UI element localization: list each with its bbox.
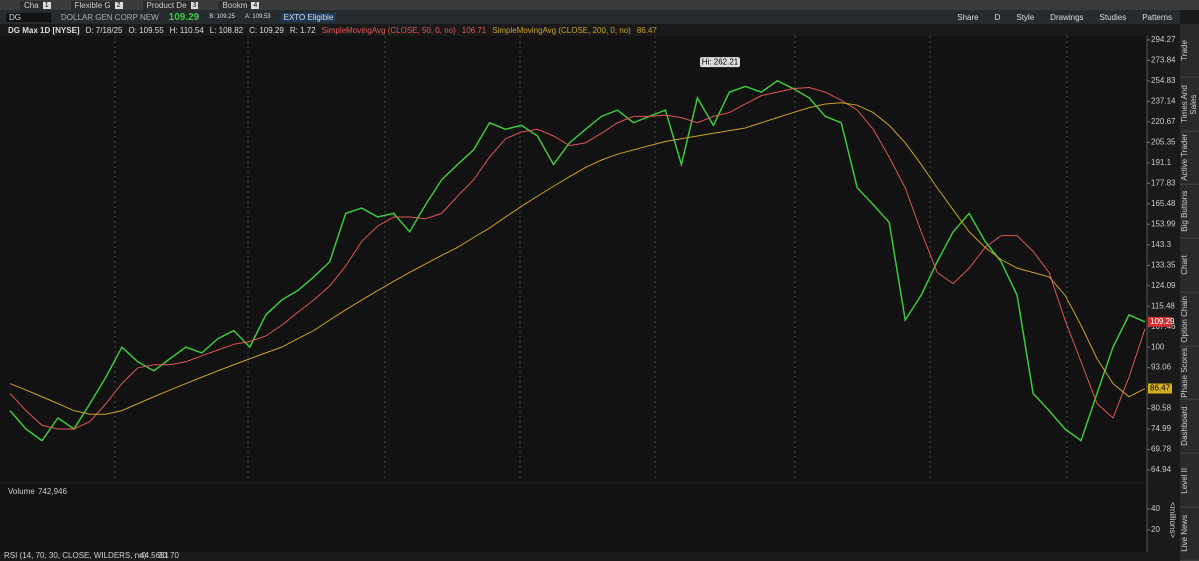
chart-header: DG Max 1D [NYSE] D: 7/18/25 O: 109.55 H: 1… <box>0 24 1147 36</box>
y-tick-label: 205.35 <box>1151 137 1176 146</box>
volume-unit: <millions> <box>1168 502 1177 538</box>
y-tick-label: 100 <box>1151 342 1165 351</box>
volume-title: Volume <box>8 487 35 496</box>
side-tab[interactable]: Trade <box>1180 24 1199 78</box>
y-tick-label: 69.78 <box>1151 445 1172 454</box>
y-tick-label: 294.27 <box>1151 35 1176 44</box>
y-tick-label: 237.14 <box>1151 97 1176 106</box>
plot-bg <box>0 36 1147 482</box>
company: DOLLAR GEN CORP NEW <box>61 12 159 22</box>
price-line <box>9 102 1146 415</box>
tab-number: 1 <box>42 1 51 9</box>
rsi-value: 44.5651 <box>140 551 169 560</box>
side-tab[interactable]: Live News <box>1180 507 1199 561</box>
tab-number: 4 <box>251 1 260 9</box>
side-tab[interactable]: Times And Sales <box>1180 77 1199 132</box>
y-tick-label: 191.1 <box>1151 158 1172 167</box>
y-tick-label: 40 <box>1151 504 1160 513</box>
ohlc: H: 110.54 <box>169 25 204 35</box>
y-tick-label: 177.83 <box>1151 178 1176 187</box>
study-value: 86.47 <box>636 25 657 35</box>
y-tick-label: 153.99 <box>1151 219 1176 228</box>
tab[interactable]: Cha <box>20 0 43 10</box>
rsi-level: 30 <box>158 551 167 560</box>
side-tab[interactable]: Chart <box>1180 238 1199 293</box>
study-name: SimpleMovingAvg (CLOSE, 200, 0, no) <box>492 25 631 35</box>
y-tick-label: 115.48 <box>1151 301 1175 310</box>
volume-bg <box>0 484 1147 552</box>
ohlc: L: 108.82 <box>209 25 244 35</box>
price-tag-label: 109.29 <box>1150 317 1175 326</box>
toolbar-buttons: Share D Style Drawings Studies Patterns <box>949 13 1180 22</box>
tab-number: 3 <box>190 1 199 9</box>
toolbar-button[interactable]: Patterns <box>1142 12 1172 22</box>
symbol-bar: DG DOLLAR GEN CORP NEW 109.29 B: 109.25 … <box>0 10 1180 24</box>
price-line <box>9 87 1146 430</box>
y-tick-label: 220.67 <box>1151 117 1176 126</box>
annotation: Hi: 262.21 <box>702 57 739 66</box>
side-tab[interactable]: Dashboard <box>1180 399 1199 454</box>
y-tick-label: 80.58 <box>1151 404 1172 413</box>
y-tick-label: 273.84 <box>1151 56 1176 65</box>
bid: B: 109.25 <box>209 14 235 20</box>
tab[interactable]: Flexible G <box>70 0 115 10</box>
tab-number: 2 <box>114 1 123 9</box>
toolbar-button[interactable]: Style <box>1016 12 1035 22</box>
y-tick-label: 20 <box>1151 525 1160 534</box>
volume-value: 742,946 <box>38 487 67 496</box>
side-tab[interactable]: Option Chain <box>1180 292 1199 347</box>
tab[interactable]: Bookm <box>218 0 252 10</box>
price-line <box>9 79 1146 442</box>
toolbar-button[interactable]: Share <box>957 12 979 22</box>
annotation-box <box>700 57 740 68</box>
year-lines <box>114 36 1068 480</box>
y-tick-label: 107.46 <box>1151 322 1176 331</box>
side-tab[interactable]: Big Buttons <box>1180 185 1199 239</box>
rsi-level: 70 <box>170 551 179 560</box>
y-tick-label: 93.06 <box>1151 363 1172 372</box>
rsi-title: RSI (14, 70, 30, CLOSE, WILDERS, no) <box>4 551 147 560</box>
price-tag <box>1148 383 1172 394</box>
side-tab[interactable]: Phase Scores <box>1180 346 1199 400</box>
ohlc: O: 109.55 <box>128 25 164 35</box>
side-tab[interactable]: Active Trader <box>1180 131 1199 186</box>
price-tag <box>1148 316 1172 327</box>
toolbar-button[interactable]: Drawings <box>1050 12 1084 22</box>
ask: A: 109.53 <box>244 14 271 20</box>
toolbar-button[interactable]: D <box>994 12 1001 22</box>
y-tick-label: 133.35 <box>1151 260 1176 269</box>
last-price: 109.29 <box>168 11 200 23</box>
y-tick-label: 124.09 <box>1151 281 1176 290</box>
side-tabs: Trade Times And Sales Active Trader Big But… <box>1180 24 1199 561</box>
price-tag-label: 86.47 <box>1150 384 1171 393</box>
chart-title: DG Max 1D [NYSE] <box>8 25 80 35</box>
toolbar-button[interactable]: Studies <box>1099 12 1127 22</box>
study-name: SimpleMovingAvg (CLOSE, 50, 0, no) <box>321 25 456 35</box>
y-tick-label: 254.83 <box>1151 76 1176 85</box>
ohlc: C: 109.29 <box>249 25 284 35</box>
y-tick-label: 143.3 <box>1151 240 1172 249</box>
y-tick-label: 74.99 <box>1151 424 1172 433</box>
symbol-input[interactable]: DG <box>6 12 51 22</box>
ohlc: R: 1.72 <box>289 25 316 35</box>
tab[interactable]: Product De <box>142 0 191 10</box>
study-value: 106.71 <box>461 25 487 35</box>
exto: EXTO Eligible <box>280 12 337 22</box>
y-tick-label: 64.94 <box>1151 465 1172 474</box>
y-tick-label: 165.48 <box>1151 199 1176 208</box>
ohlc: D: 7/18/25 <box>85 25 123 35</box>
side-tab[interactable]: Level II <box>1180 453 1199 508</box>
tab-bar: Cha 1 Flexible G 2 Product De 3 Bookm 4 <box>0 0 1199 10</box>
